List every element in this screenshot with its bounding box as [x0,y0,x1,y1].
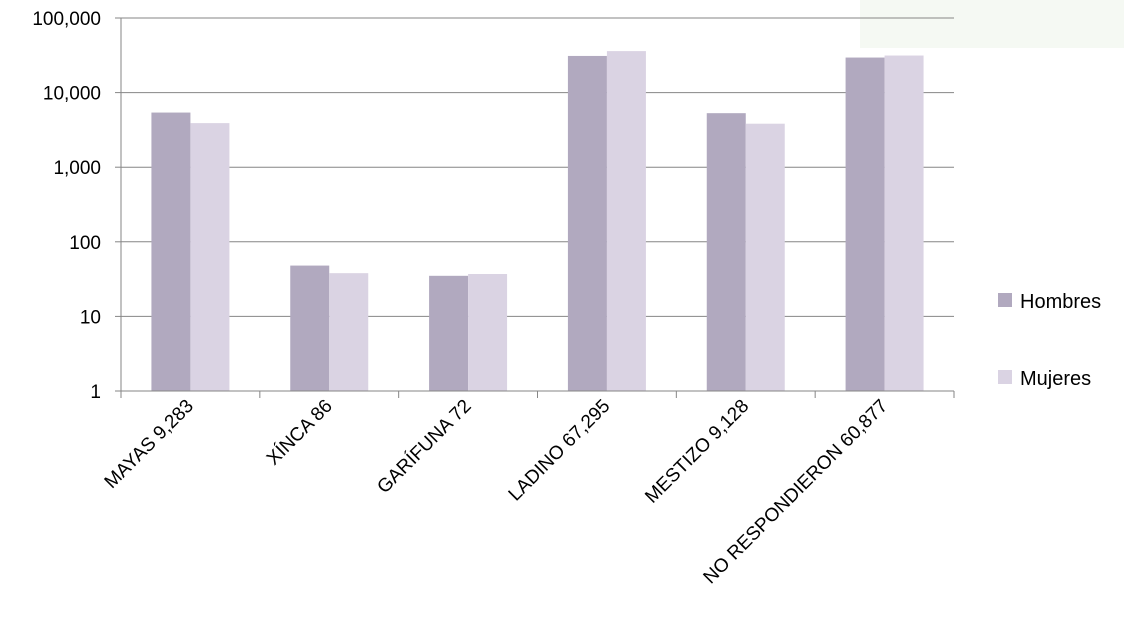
bar-mujeres-2 [468,274,508,391]
y-tick-label: 1,000 [53,158,101,179]
background-wash [860,0,1124,48]
legend: Hombres Mujeres [998,291,1101,390]
x-category-label: LADINO 67,295 [505,396,615,506]
bar-mujeres-1 [329,273,369,391]
gridlines [121,17,954,317]
bar-hombres-5 [845,57,885,392]
x-category-label: GARÍFUNA 72 [373,396,475,498]
bar-mujeres-0 [190,123,230,392]
bar-hombres-2 [429,275,469,391]
bar-hombres-0 [151,112,191,392]
axes [115,17,955,398]
y-tick-label: 10,000 [43,84,101,105]
bar-mujeres-5 [884,55,924,391]
bars [151,51,924,392]
y-tick-label: 100 [69,233,101,254]
x-category-label: MESTIZO 9,128 [641,396,753,508]
y-axis-tick-labels: 100,000 10,000 1,000 100 10 1 [32,9,101,403]
legend-swatch-mujeres [998,370,1012,384]
y-tick-label: 100,000 [32,9,101,30]
x-axis-category-labels: MAYAS 9,283 XÍNCA 86 GARÍFUNA 72 LADINO 67,… [101,396,892,589]
legend-label-hombres: Hombres [1020,291,1101,313]
bar-mujeres-3 [606,51,646,392]
bar-hombres-3 [567,55,607,391]
bar-hombres-4 [706,113,746,392]
y-tick-label: 10 [80,307,101,328]
x-category-label: MAYAS 9,283 [101,396,198,493]
legend-label-mujeres: Mujeres [1020,368,1091,390]
legend-swatch-hombres [998,293,1012,307]
y-tick-label: 1 [90,382,101,403]
bar-mujeres-4 [745,123,785,392]
x-category-label: XÍNCA 86 [263,396,337,470]
bar-hombres-1 [290,265,330,391]
